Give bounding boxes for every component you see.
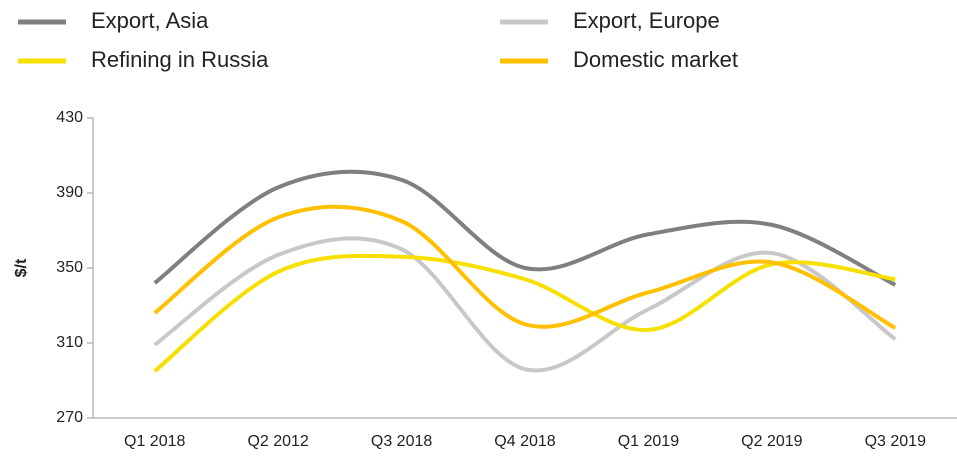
y-tick-label: 350: [56, 259, 83, 276]
x-tick-label: Q3 2019: [865, 433, 926, 450]
x-tick-label: Q1 2019: [618, 433, 679, 450]
series-line: [153, 253, 896, 373]
legend-label: Export, Asia: [91, 8, 209, 33]
x-tick-label: Q4 2018: [494, 433, 555, 450]
series-line: [153, 236, 897, 373]
x-tick-label: Q2 2012: [247, 433, 308, 450]
y-tick-label: 390: [56, 184, 83, 201]
legend-label: Domestic market: [573, 47, 738, 72]
y-tick-label: 270: [56, 409, 83, 426]
x-tick-label: Q2 2019: [741, 433, 802, 450]
x-tick-label: Q3 2018: [371, 433, 432, 450]
y-tick-label: 310: [56, 334, 83, 351]
x-tick-label: Q1 2018: [124, 433, 185, 450]
series-line: [153, 169, 897, 287]
legend: Export, Asia Export, Europe Refining in Ru…: [18, 8, 738, 72]
series-line: [153, 204, 897, 330]
legend-label: Export, Europe: [573, 8, 720, 33]
legend-label: Refining in Russia: [91, 47, 269, 72]
y-axis-label: $/t: [13, 258, 30, 277]
y-tick-label: 430: [56, 109, 83, 126]
